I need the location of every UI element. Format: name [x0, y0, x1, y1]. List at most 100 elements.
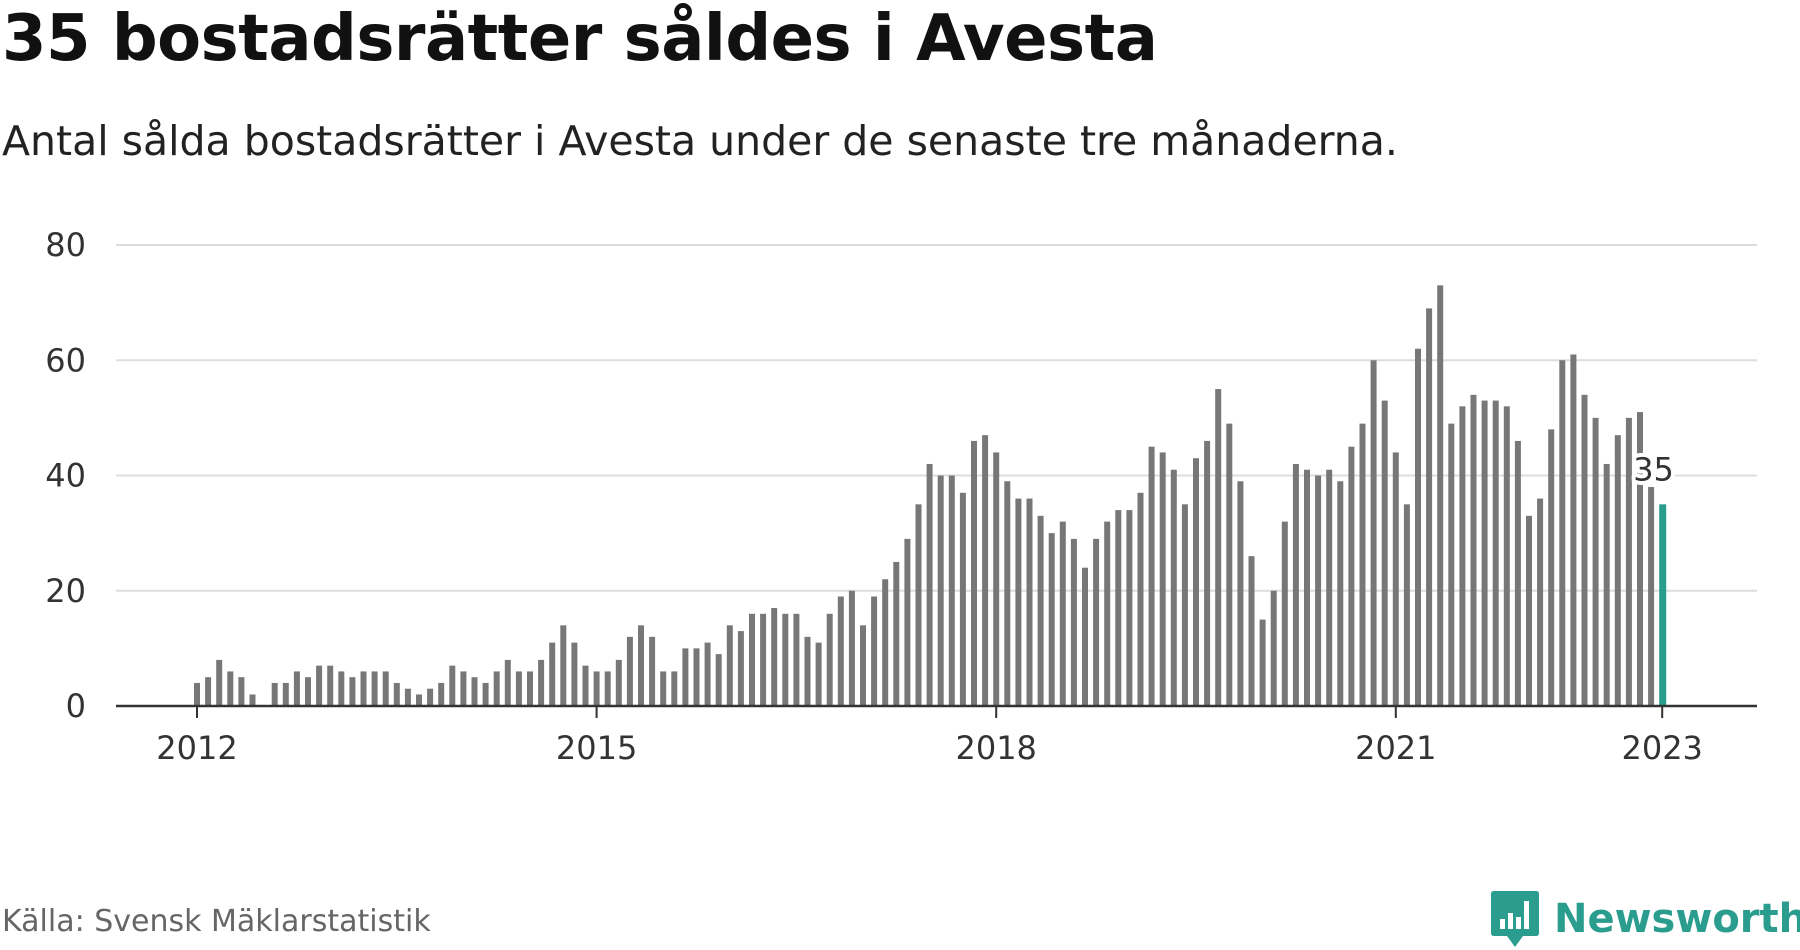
bar [449, 665, 456, 706]
bar [1292, 463, 1299, 706]
bar [1470, 394, 1477, 706]
bar [238, 677, 245, 706]
y-tick-label: 20 [45, 572, 86, 610]
axes [116, 704, 1757, 718]
y-tick-label: 0 [66, 687, 86, 725]
bar [1148, 446, 1155, 706]
bar [926, 463, 933, 706]
bar [771, 608, 778, 706]
bar [1204, 440, 1211, 706]
bar [1381, 400, 1388, 706]
bar [271, 682, 278, 706]
bar [1370, 360, 1377, 706]
bar [1448, 423, 1455, 706]
bar [948, 475, 955, 706]
bar [338, 671, 345, 706]
bar [560, 625, 567, 706]
bar [1004, 481, 1011, 706]
highlight-label-halo: 35 [1633, 450, 1674, 488]
bar [682, 648, 689, 706]
bar [882, 579, 889, 706]
bar [660, 671, 667, 706]
bar [915, 504, 922, 706]
bar [427, 688, 434, 706]
bar [504, 659, 511, 706]
bar [959, 492, 966, 706]
bar [626, 636, 633, 706]
highlight-bar [1659, 504, 1667, 706]
bar [904, 538, 911, 706]
bar [471, 677, 478, 706]
bar [1126, 510, 1133, 706]
newsworthy-logo-icon [1491, 891, 1539, 947]
bar [1037, 515, 1044, 706]
bar [349, 677, 356, 706]
gridlines [116, 244, 1757, 592]
x-tick-label: 2023 [1621, 729, 1702, 767]
bar [604, 671, 611, 706]
bar [1226, 423, 1233, 706]
chart-title: 35 bostadsrätter såldes i Avesta [2, 2, 1158, 76]
bar [1115, 510, 1122, 706]
bar [993, 452, 1000, 706]
bar [416, 694, 422, 706]
bar [438, 682, 445, 706]
bar [1281, 521, 1288, 706]
bar [482, 682, 489, 706]
source-label: Källa: Svensk Mäklarstatistik [2, 904, 431, 939]
bar [860, 625, 866, 706]
bar [249, 694, 256, 706]
bar [371, 671, 378, 706]
bar [1059, 521, 1066, 706]
bar [1359, 423, 1366, 706]
bars [194, 285, 1667, 706]
bar [1159, 452, 1166, 706]
brand-name: Newsworthy [1554, 896, 1800, 942]
bar [1237, 481, 1244, 706]
bar [282, 682, 289, 706]
bar [1592, 417, 1599, 706]
y-tick-label: 60 [45, 341, 86, 379]
bar [549, 642, 556, 706]
bar [671, 671, 678, 706]
bar [1093, 538, 1100, 706]
x-tick-label: 2015 [556, 729, 637, 767]
bar [1492, 400, 1499, 706]
bar [1170, 469, 1177, 706]
bar [1426, 308, 1433, 706]
bar [726, 625, 733, 706]
bar [493, 671, 500, 706]
bar [216, 659, 223, 706]
bar [1570, 354, 1577, 706]
bar [1015, 498, 1022, 706]
bar [1481, 400, 1488, 706]
bar [1259, 619, 1266, 706]
bar [1415, 348, 1421, 706]
bar [737, 631, 744, 706]
bar [194, 682, 200, 706]
bar [360, 671, 367, 706]
bar [1514, 440, 1521, 706]
bar [715, 654, 722, 706]
bar [837, 596, 844, 706]
bar [1503, 406, 1510, 706]
bar [1603, 463, 1610, 706]
x-tick-label: 2021 [1355, 729, 1436, 767]
bar [1248, 556, 1255, 706]
bar [538, 659, 545, 706]
bar [305, 677, 311, 706]
bar [1637, 412, 1643, 706]
y-tick-label: 80 [45, 226, 86, 264]
bar [1048, 533, 1055, 706]
bar [638, 625, 644, 706]
bar [327, 665, 334, 706]
bar [293, 671, 300, 706]
bar [1348, 446, 1355, 706]
bar [937, 475, 944, 706]
bar [749, 613, 755, 706]
bar [1082, 567, 1088, 706]
bar [571, 642, 578, 706]
bar [760, 613, 767, 706]
